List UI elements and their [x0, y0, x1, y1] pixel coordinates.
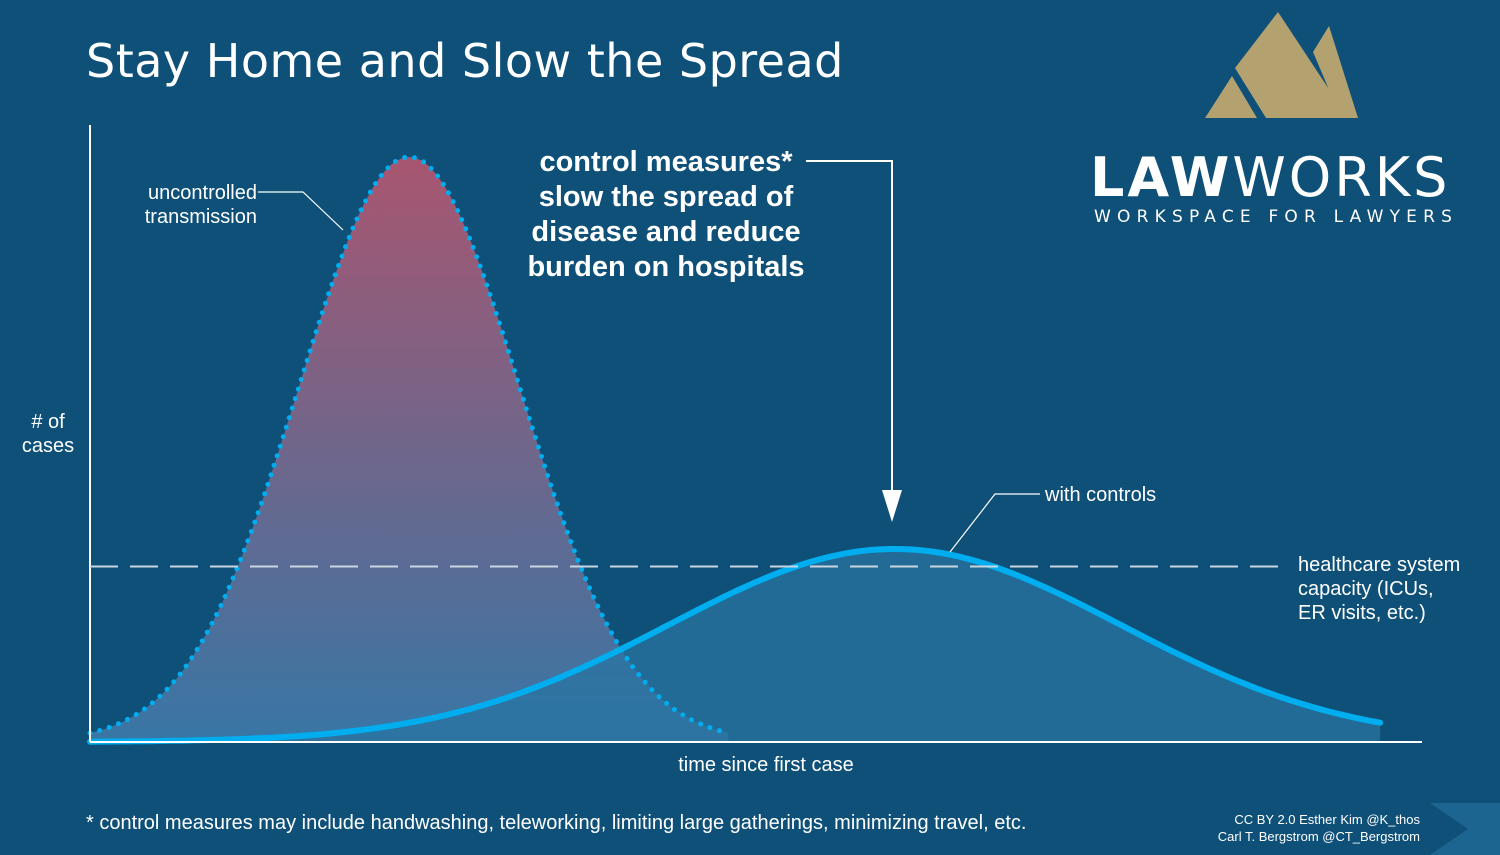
lawworks-logo-mark — [1205, 12, 1358, 118]
controls-label: with controls — [1044, 484, 1156, 506]
controls-area — [90, 549, 1381, 742]
y-axis-label: # of cases — [22, 411, 74, 457]
logo-tagline: WORKSPACE FOR LAWYERS — [1094, 207, 1459, 227]
callout-arrowhead-icon — [882, 490, 902, 522]
logo-word-works: WORKS — [1232, 146, 1451, 209]
controls-leader-line — [949, 493, 1040, 553]
uncontrolled-area — [90, 157, 729, 742]
uncontrolled-leader-line — [258, 191, 344, 231]
controls-series-line — [87, 546, 1384, 745]
credit-line-2: Carl T. Bergstrom @CT_Bergstrom — [1217, 829, 1420, 844]
callout-arrow-line — [806, 160, 893, 495]
capacity-label: healthcare system capacity (ICUs, ER visit… — [1298, 554, 1460, 624]
footnote: * control measures may include handwashi… — [86, 812, 1027, 834]
uncontrolled-label: uncontrolled transmission — [145, 182, 257, 228]
callout-label: control measures* slow the spread of disea… — [527, 146, 804, 283]
credits: CC BY 2.0 Esther Kim @K_thos Carl T. Ber… — [1218, 811, 1420, 845]
logo-wordmark: LAWWORKS — [1090, 146, 1450, 209]
page-title: Stay Home and Slow the Spread — [86, 34, 844, 88]
logo-word-law: LAW — [1090, 146, 1233, 209]
x-axis-label: time since first case — [678, 754, 854, 776]
credit-line-1: CC BY 2.0 Esther Kim @K_thos — [1234, 812, 1420, 827]
corner-chevron-icon — [1430, 803, 1500, 855]
